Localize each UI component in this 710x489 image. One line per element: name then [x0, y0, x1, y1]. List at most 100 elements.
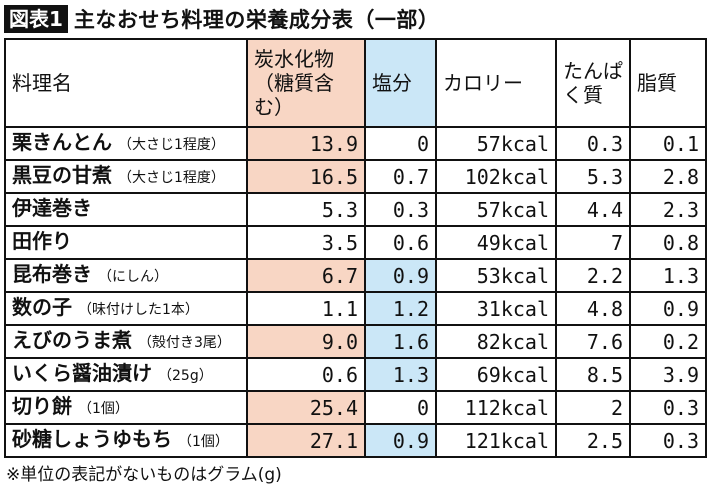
cell-protein: 4.8 — [555, 291, 631, 326]
cell-fat: 3.9 — [629, 357, 707, 392]
dish-name: 数の子 — [12, 295, 72, 319]
cell-protein: 2.5 — [555, 423, 631, 458]
cell-calorie: 69kcal — [435, 357, 557, 392]
header-protein: たんぱく質 — [555, 38, 631, 128]
cell-carb: 5.3 — [246, 192, 366, 227]
header-fat: 脂質 — [629, 38, 707, 128]
cell-fat: 0.8 — [629, 225, 707, 260]
table-header-row: 料理名 炭水化物（糖質含む） 塩分 カロリー たんぱく質 脂質 — [4, 38, 707, 128]
cell-fat: 0.2 — [629, 324, 707, 359]
cell-calorie: 121kcal — [435, 423, 557, 458]
table-row: えびのうま煮 （殻付き3尾） 9.0 1.6 82kcal 7.6 0.2 — [4, 324, 707, 359]
cell-salt: 0 — [364, 126, 437, 161]
cell-dish-name: 伊達巻き — [4, 192, 248, 227]
cell-carb: 3.5 — [246, 225, 366, 260]
cell-salt: 0 — [364, 390, 437, 425]
cell-carb: 9.0 — [246, 324, 366, 359]
figure-badge: 図表1 — [4, 5, 68, 33]
cell-carb: 13.9 — [246, 126, 366, 161]
cell-dish-name: 田作り — [4, 225, 248, 260]
cell-protein: 5.3 — [555, 159, 631, 194]
cell-salt: 0.7 — [364, 159, 437, 194]
cell-calorie: 57kcal — [435, 192, 557, 227]
header-name: 料理名 — [4, 38, 248, 128]
cell-dish-name: えびのうま煮 （殻付き3尾） — [4, 324, 248, 359]
dish-name: えびのうま煮 — [12, 328, 132, 352]
table-row: 栗きんとん （大さじ1程度） 13.9 0 57kcal 0.3 0.1 — [4, 126, 707, 161]
cell-fat: 2.3 — [629, 192, 707, 227]
cell-calorie: 31kcal — [435, 291, 557, 326]
cell-salt: 0.3 — [364, 192, 437, 227]
cell-dish-name: 昆布巻き （にしん） — [4, 258, 248, 293]
cell-salt: 0.9 — [364, 423, 437, 458]
table-row: 切り餅 （1個） 25.4 0 112kcal 2 0.3 — [4, 390, 707, 425]
table-row: 田作り 3.5 0.6 49kcal 7 0.8 — [4, 225, 707, 260]
dish-name: 昆布巻き — [12, 262, 92, 286]
dish-portion-note: （殻付き3尾） — [138, 335, 231, 351]
table-row: 黒豆の甘煮 （大さじ1程度） 16.5 0.7 102kcal 5.3 2.8 — [4, 159, 707, 194]
cell-salt: 0.9 — [364, 258, 437, 293]
cell-carb: 25.4 — [246, 390, 366, 425]
cell-calorie: 53kcal — [435, 258, 557, 293]
dish-name: いくら醤油漬け — [12, 361, 152, 385]
cell-dish-name: 数の子 （味付けした1本） — [4, 291, 248, 326]
cell-fat: 2.8 — [629, 159, 707, 194]
cell-dish-name: 黒豆の甘煮 （大さじ1程度） — [4, 159, 248, 194]
cell-fat: 0.3 — [629, 390, 707, 425]
cell-protein: 8.5 — [555, 357, 631, 392]
table-row: 数の子 （味付けした1本） 1.1 1.2 31kcal 4.8 0.9 — [4, 291, 707, 326]
dish-portion-note: （味付けした1本） — [78, 302, 199, 318]
cell-protein: 2.2 — [555, 258, 631, 293]
header-calorie: カロリー — [435, 38, 557, 128]
cell-carb: 6.7 — [246, 258, 366, 293]
cell-dish-name: 切り餅 （1個） — [4, 390, 248, 425]
table-row: いくら醤油漬け （25g） 0.6 1.3 69kcal 8.5 3.9 — [4, 357, 707, 392]
cell-calorie: 82kcal — [435, 324, 557, 359]
cell-dish-name: 栗きんとん （大さじ1程度） — [4, 126, 248, 161]
dish-portion-note: （大さじ1程度） — [118, 137, 225, 153]
cell-fat: 0.1 — [629, 126, 707, 161]
cell-dish-name: 砂糖しょうゆもち （1個） — [4, 423, 248, 458]
table-row: 昆布巻き （にしん） 6.7 0.9 53kcal 2.2 1.3 — [4, 258, 707, 293]
footnote: ※単位の表記がないものはグラム(g) — [6, 465, 282, 485]
cell-protein: 0.3 — [555, 126, 631, 161]
cell-calorie: 102kcal — [435, 159, 557, 194]
header-salt: 塩分 — [364, 38, 437, 128]
cell-calorie: 57kcal — [435, 126, 557, 161]
cell-salt: 1.2 — [364, 291, 437, 326]
page-title: 主なおせち料理の栄養成分表（一部） — [73, 8, 440, 32]
dish-portion-note: （にしん） — [98, 269, 168, 285]
cell-dish-name: いくら醤油漬け （25g） — [4, 357, 248, 392]
cell-salt: 1.3 — [364, 357, 437, 392]
cell-salt: 1.6 — [364, 324, 437, 359]
cell-carb: 16.5 — [246, 159, 366, 194]
cell-calorie: 112kcal — [435, 390, 557, 425]
cell-salt: 0.6 — [364, 225, 437, 260]
cell-protein: 4.4 — [555, 192, 631, 227]
table-row: 伊達巻き 5.3 0.3 57kcal 4.4 2.3 — [4, 192, 707, 227]
cell-fat: 0.9 — [629, 291, 707, 326]
dish-portion-note: （25g） — [158, 368, 213, 384]
cell-carb: 27.1 — [246, 423, 366, 458]
cell-fat: 0.3 — [629, 423, 707, 458]
dish-portion-note: （1個） — [78, 401, 129, 417]
cell-protein: 7.6 — [555, 324, 631, 359]
cell-protein: 2 — [555, 390, 631, 425]
cell-calorie: 49kcal — [435, 225, 557, 260]
title-bar: 図表1 主なおせち料理の栄養成分表（一部） — [4, 4, 439, 34]
dish-name: 砂糖しょうゆもち — [12, 427, 172, 451]
cell-carb: 1.1 — [246, 291, 366, 326]
cell-fat: 1.3 — [629, 258, 707, 293]
nutrition-table: 料理名 炭水化物（糖質含む） 塩分 カロリー たんぱく質 脂質 栗きんとん （大さ… — [4, 38, 707, 458]
cell-protein: 7 — [555, 225, 631, 260]
dish-portion-note: （大さじ1程度） — [118, 170, 225, 186]
dish-name: 黒豆の甘煮 — [12, 163, 112, 187]
table-row: 砂糖しょうゆもち （1個） 27.1 0.9 121kcal 2.5 0.3 — [4, 423, 707, 458]
dish-name: 伊達巻き — [12, 196, 92, 220]
dish-name: 栗きんとん — [12, 130, 112, 154]
dish-name: 田作り — [12, 229, 72, 253]
header-carb: 炭水化物（糖質含む） — [246, 38, 366, 128]
dish-portion-note: （1個） — [178, 434, 229, 450]
dish-name: 切り餅 — [12, 394, 72, 418]
cell-carb: 0.6 — [246, 357, 366, 392]
